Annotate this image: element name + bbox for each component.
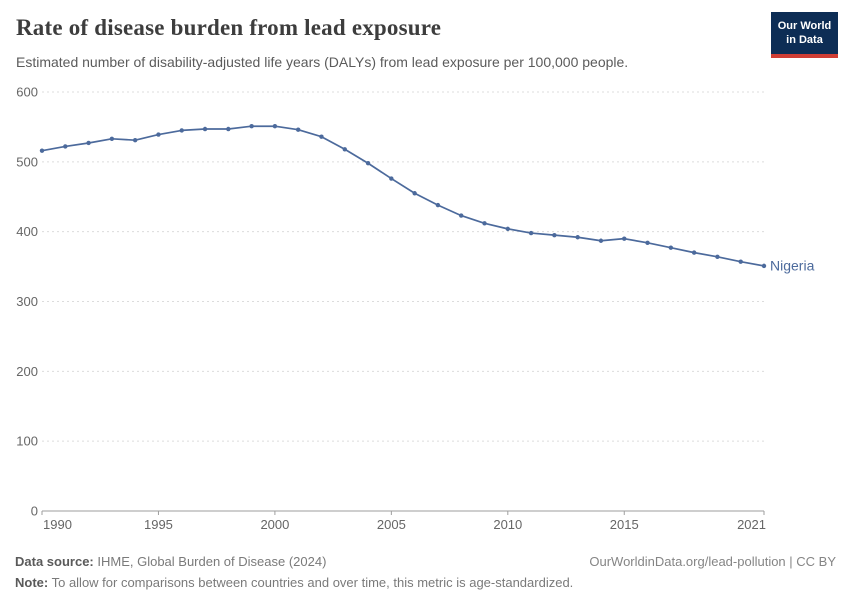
owid-logo-line1: Our World bbox=[777, 20, 832, 32]
data-point bbox=[295, 127, 301, 132]
data-point bbox=[202, 126, 208, 132]
data-point bbox=[459, 213, 464, 218]
data-point bbox=[691, 250, 697, 255]
license-link[interactable]: OurWorldinData.org/lead-pollution | CC B… bbox=[589, 554, 836, 569]
data-point bbox=[528, 230, 534, 236]
data-point bbox=[435, 202, 441, 208]
data-point bbox=[505, 226, 511, 232]
data-point bbox=[132, 137, 138, 143]
data-point bbox=[668, 245, 674, 250]
y-tick-label: 400 bbox=[16, 224, 38, 239]
note-value: To allow for comparisons between countri… bbox=[48, 575, 574, 590]
y-tick-label: 500 bbox=[16, 154, 38, 169]
owid-logo-red-bar bbox=[771, 53, 838, 58]
note-line: Note: To allow for comparisons between c… bbox=[15, 575, 573, 590]
data-point bbox=[86, 140, 91, 146]
x-tick-label: 2015 bbox=[610, 517, 639, 532]
data-source-value: IHME, Global Burden of Disease (2024) bbox=[93, 554, 327, 569]
data-point bbox=[272, 124, 278, 129]
note-label: Note: bbox=[15, 575, 49, 590]
data-point bbox=[645, 240, 650, 246]
data-point bbox=[738, 259, 743, 264]
x-tick-label: 1990 bbox=[43, 517, 72, 532]
data-point bbox=[389, 176, 394, 181]
data-point bbox=[156, 132, 161, 137]
data-point bbox=[412, 191, 417, 196]
data-point bbox=[552, 232, 557, 238]
data-point bbox=[319, 134, 324, 139]
data-source-line: Data source: IHME, Global Burden of Dise… bbox=[15, 554, 326, 569]
data-point bbox=[761, 263, 767, 269]
y-tick-label: 100 bbox=[16, 434, 38, 449]
y-tick-label: 200 bbox=[16, 364, 38, 379]
x-tick-label: 2000 bbox=[260, 517, 289, 532]
x-tick-label: 2005 bbox=[377, 517, 406, 532]
x-tick-label: 1995 bbox=[144, 517, 173, 532]
y-tick-label: 600 bbox=[16, 85, 38, 100]
data-point bbox=[342, 147, 347, 152]
data-point bbox=[482, 221, 487, 226]
data-point bbox=[179, 128, 184, 133]
data-point bbox=[109, 136, 115, 141]
series-line-nigeria bbox=[41, 125, 765, 267]
data-source-label: Data source: bbox=[15, 554, 94, 569]
y-tick-label: 300 bbox=[16, 294, 38, 309]
chart-footer: Data source: IHME, Global Burden of Dise… bbox=[0, 548, 850, 600]
data-point bbox=[598, 238, 604, 243]
chart-subtitle: Estimated number of disability-adjusted … bbox=[16, 54, 629, 70]
y-tick-label: 0 bbox=[31, 504, 38, 519]
data-point bbox=[575, 235, 580, 240]
data-point bbox=[249, 124, 254, 129]
data-point bbox=[63, 144, 68, 149]
data-point bbox=[365, 161, 371, 166]
data-point bbox=[622, 236, 627, 241]
chart-title: Rate of disease burden from lead exposur… bbox=[16, 15, 442, 40]
data-point bbox=[39, 148, 45, 153]
data-point bbox=[715, 254, 720, 260]
x-tick-label: 2010 bbox=[493, 517, 522, 532]
owid-logo-line2: in Data bbox=[786, 34, 823, 47]
owid-logo-box: Our World in Data bbox=[771, 12, 838, 54]
x-tick-label: 2021 bbox=[737, 517, 766, 532]
series-label-nigeria: Nigeria bbox=[770, 257, 815, 273]
owid-logo[interactable]: Our World in Data bbox=[771, 12, 838, 58]
data-point bbox=[226, 126, 231, 132]
